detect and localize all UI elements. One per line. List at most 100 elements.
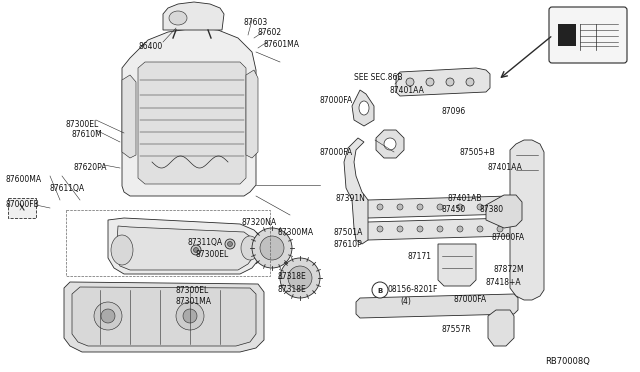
Circle shape	[477, 204, 483, 210]
Text: 87171: 87171	[408, 252, 432, 261]
Circle shape	[227, 241, 232, 247]
Polygon shape	[510, 140, 544, 300]
Circle shape	[457, 226, 463, 232]
Circle shape	[191, 245, 201, 255]
Polygon shape	[108, 218, 264, 274]
Polygon shape	[488, 310, 514, 346]
Text: 87505+B: 87505+B	[460, 148, 496, 157]
Text: (4): (4)	[400, 297, 411, 306]
Polygon shape	[116, 226, 256, 270]
Circle shape	[225, 239, 235, 249]
Polygon shape	[64, 282, 264, 352]
Text: B: B	[378, 288, 383, 294]
Ellipse shape	[241, 236, 259, 260]
Circle shape	[176, 302, 204, 330]
Bar	[558, 24, 576, 46]
Text: 87000FA: 87000FA	[320, 96, 353, 105]
Circle shape	[260, 236, 284, 260]
Text: RB70008Q: RB70008Q	[545, 357, 590, 366]
Text: 87000FA: 87000FA	[491, 233, 524, 242]
Circle shape	[94, 302, 122, 330]
Text: 87380: 87380	[480, 205, 504, 214]
Text: 87601MA: 87601MA	[263, 40, 299, 49]
Polygon shape	[352, 90, 374, 126]
Polygon shape	[486, 195, 522, 228]
Text: 87401AA: 87401AA	[390, 86, 425, 95]
Text: 87096: 87096	[442, 107, 467, 116]
Circle shape	[477, 226, 483, 232]
Text: 87401AB: 87401AB	[447, 194, 481, 203]
Text: 87610M: 87610M	[72, 130, 103, 139]
Text: 86400: 86400	[139, 42, 163, 51]
Polygon shape	[122, 28, 256, 196]
Polygon shape	[364, 218, 514, 240]
Polygon shape	[138, 62, 246, 184]
Polygon shape	[246, 70, 258, 158]
Polygon shape	[72, 287, 256, 346]
Text: 87610P: 87610P	[334, 240, 363, 249]
Text: 87872M: 87872M	[493, 265, 524, 274]
Circle shape	[446, 78, 454, 86]
Ellipse shape	[359, 101, 369, 115]
Ellipse shape	[111, 235, 133, 265]
Circle shape	[183, 309, 197, 323]
Text: 87300EL: 87300EL	[176, 286, 209, 295]
Polygon shape	[396, 68, 490, 96]
Circle shape	[437, 226, 443, 232]
Circle shape	[417, 204, 423, 210]
Text: SEE SEC.86B: SEE SEC.86B	[354, 73, 403, 82]
Text: 87391N: 87391N	[336, 194, 366, 203]
Circle shape	[406, 78, 414, 86]
Circle shape	[437, 204, 443, 210]
Circle shape	[397, 204, 403, 210]
Text: 87000FB: 87000FB	[5, 200, 39, 209]
Polygon shape	[8, 198, 36, 218]
Circle shape	[193, 247, 198, 253]
Text: 87501A: 87501A	[334, 228, 364, 237]
Circle shape	[497, 204, 503, 210]
Ellipse shape	[384, 138, 396, 150]
Circle shape	[397, 226, 403, 232]
Circle shape	[497, 226, 503, 232]
Text: 87611QA: 87611QA	[50, 184, 85, 193]
Circle shape	[280, 258, 320, 298]
Circle shape	[377, 204, 383, 210]
Circle shape	[457, 204, 463, 210]
Text: 08156-8201F: 08156-8201F	[388, 285, 438, 294]
Polygon shape	[356, 294, 518, 318]
Text: 87320NA: 87320NA	[241, 218, 276, 227]
Text: 87418+A: 87418+A	[486, 278, 522, 287]
Text: 87620PA: 87620PA	[74, 163, 108, 172]
Text: 87318E: 87318E	[278, 272, 307, 281]
Ellipse shape	[169, 11, 187, 25]
Polygon shape	[122, 75, 136, 158]
FancyBboxPatch shape	[549, 7, 627, 63]
Polygon shape	[438, 244, 476, 286]
Circle shape	[466, 78, 474, 86]
Text: 87602: 87602	[257, 28, 281, 37]
Text: 87300MA: 87300MA	[278, 228, 314, 237]
Text: 87311QA: 87311QA	[188, 238, 223, 247]
Text: 87300EL: 87300EL	[196, 250, 229, 259]
Circle shape	[101, 309, 115, 323]
Text: 87000FA: 87000FA	[454, 295, 487, 304]
Polygon shape	[364, 196, 514, 218]
Polygon shape	[163, 2, 224, 30]
Text: 87318E: 87318E	[278, 285, 307, 294]
Text: 87000FA: 87000FA	[320, 148, 353, 157]
Text: 87301MA: 87301MA	[176, 297, 212, 306]
Circle shape	[417, 226, 423, 232]
Text: 87557R: 87557R	[441, 325, 470, 334]
Circle shape	[252, 228, 292, 268]
Circle shape	[377, 226, 383, 232]
Polygon shape	[344, 138, 368, 244]
Text: 87401AA: 87401AA	[488, 163, 523, 172]
Circle shape	[426, 78, 434, 86]
Text: 87600MA: 87600MA	[5, 175, 41, 184]
Text: 87300EL: 87300EL	[66, 120, 99, 129]
Circle shape	[372, 282, 388, 298]
Text: 87450: 87450	[441, 205, 465, 214]
Text: 87603: 87603	[243, 18, 268, 27]
Circle shape	[288, 266, 312, 290]
Polygon shape	[376, 130, 404, 158]
